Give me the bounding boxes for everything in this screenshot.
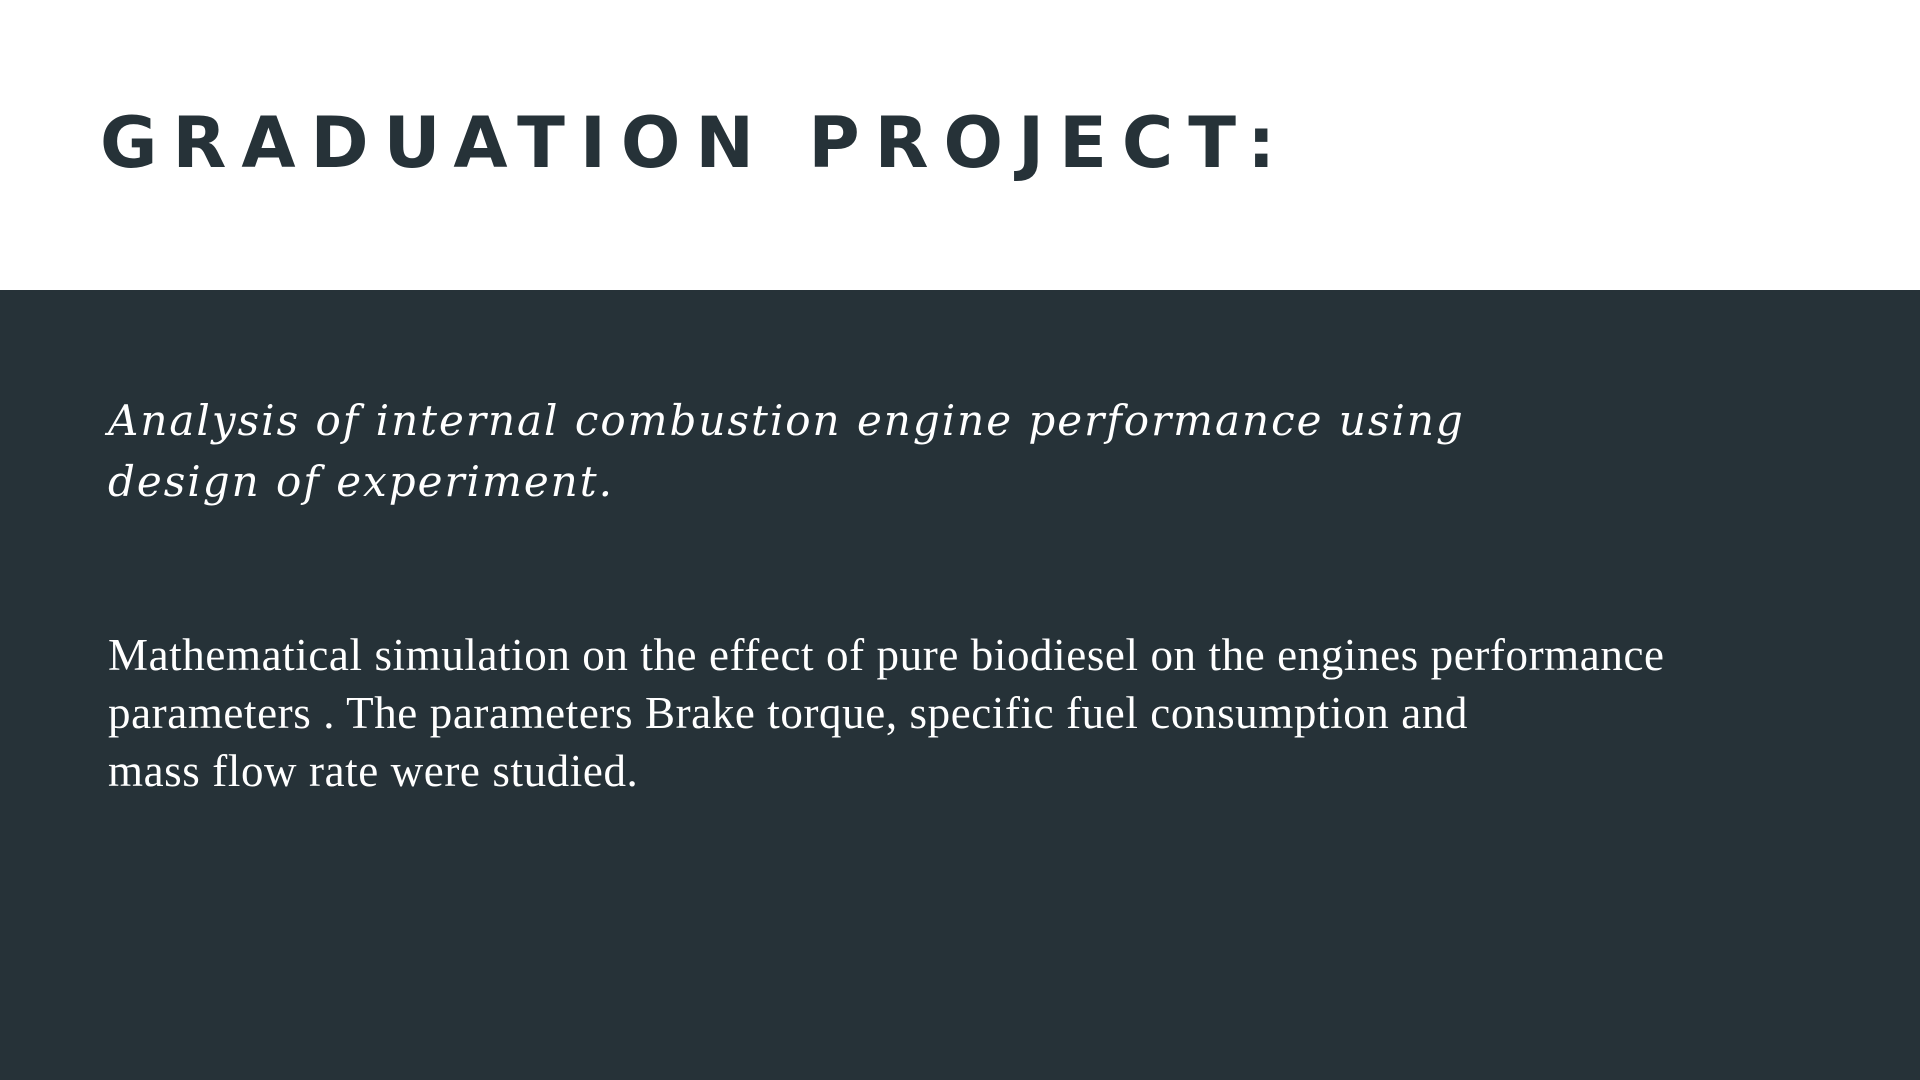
slide-title: GRADUATION PROJECT: [100,102,1291,184]
project-subtitle: Analysis of internal combustion engine p… [108,390,1508,512]
description-line: mass flow rate were studied. [108,746,639,796]
subtitle-line: design of experiment. [108,457,614,506]
description-line: Mathematical simulation on the effect of… [108,630,1665,680]
header-band [0,0,1920,290]
content-panel [0,290,1920,1080]
description-line: parameters . The parameters Brake torque… [108,688,1469,738]
subtitle-line: Analysis of internal combustion engine p… [108,396,1465,445]
project-description: Mathematical simulation on the effect of… [108,626,1898,800]
